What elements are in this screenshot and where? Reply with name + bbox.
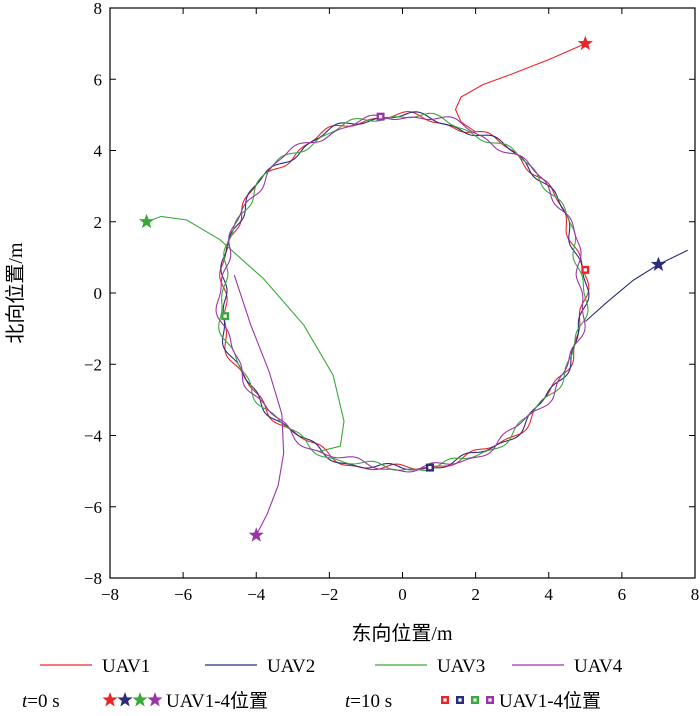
trajectory-orbit-uav4 [215, 114, 586, 473]
x-tick-label: 2 [471, 585, 480, 604]
legend-t10-label: t=10 s [345, 691, 392, 712]
legend-star-icon [102, 692, 118, 707]
legend-label: UAV2 [267, 656, 315, 677]
legend-label: UAV4 [574, 656, 623, 677]
y-tick-label: −4 [84, 427, 103, 446]
y-tick-label: 6 [94, 70, 103, 89]
legend-start-marker: t=0 s UAV1-4位置 [22, 690, 268, 712]
legend-t0-caption: UAV1-4位置 [166, 690, 268, 712]
y-tick-label: −8 [84, 569, 102, 588]
position-t10-uav1 [581, 265, 590, 274]
legend-star-icon [132, 692, 148, 707]
y-tick-label: −6 [84, 498, 102, 517]
x-tick-label: 0 [398, 585, 407, 604]
x-tick-label: 4 [545, 585, 554, 604]
trajectory-approach-uav4 [233, 275, 285, 536]
position-t10-uav3 [221, 312, 230, 321]
x-tick-label: 8 [691, 585, 700, 604]
trajectory-approach-uav1 [454, 43, 586, 133]
y-tick-label: 8 [94, 0, 103, 18]
trajectory-approach-uav3 [146, 215, 345, 453]
start-star-uav2 [650, 256, 667, 271]
position-t10-uav4 [376, 112, 385, 121]
series-lines [146, 43, 688, 536]
x-tick-label: 6 [618, 585, 627, 604]
y-tick-label: 4 [94, 142, 103, 161]
legend-item-uav1: UAV1 [40, 656, 150, 677]
x-tick-label: −2 [320, 585, 338, 604]
start-star-uav4 [248, 527, 264, 542]
legend-square-icon [441, 696, 449, 704]
series-markers [138, 35, 667, 542]
x-tick-label: −4 [247, 585, 266, 604]
plot-frame [109, 7, 696, 579]
y-tick-label: 0 [94, 284, 103, 303]
legend-item-uav3: UAV3 [375, 656, 485, 677]
y-tick-label: −2 [84, 355, 102, 374]
trajectory-orbit-uav2 [220, 111, 590, 471]
axis-ticks [109, 7, 696, 579]
legend: UAV1 UAV2 UAV3 UAV4 t=0 s UAV1-4位置 t=10 s UAV1-… [22, 656, 623, 712]
legend-t10-caption: UAV1-4位置 [499, 690, 601, 712]
legend-square-icon [456, 696, 464, 704]
x-axis-title: 东向位置/m [351, 622, 453, 645]
legend-label: UAV3 [437, 656, 485, 677]
x-tick-label: −6 [174, 585, 192, 604]
x-tick-labels: −8 −6 −4 −2 0 2 4 6 8 [101, 585, 699, 604]
y-tick-label: 2 [94, 213, 103, 232]
trajectory-orbit-uav3 [218, 112, 589, 471]
legend-square-icon [471, 696, 479, 704]
legend-label: UAV1 [102, 656, 150, 677]
legend-star-icon [147, 692, 163, 707]
legend-item-uav2: UAV2 [205, 656, 315, 677]
legend-square-icon [486, 696, 494, 704]
legend-item-uav4: UAV4 [512, 656, 623, 677]
x-tick-label: −8 [101, 585, 119, 604]
start-star-uav1 [577, 35, 593, 51]
position-t10-uav2 [425, 463, 434, 472]
y-tick-labels: −8 −6 −4 −2 0 2 4 6 8 [84, 0, 103, 588]
trajectory-approach-uav2 [584, 249, 688, 322]
legend-star-icon [117, 692, 133, 707]
legend-t10-marker: t=10 s UAV1-4位置 [345, 690, 601, 712]
start-star-uav3 [138, 213, 155, 229]
y-axis-title: 北向位置/m [4, 242, 27, 344]
legend-t0-label: t=0 s [22, 691, 60, 712]
